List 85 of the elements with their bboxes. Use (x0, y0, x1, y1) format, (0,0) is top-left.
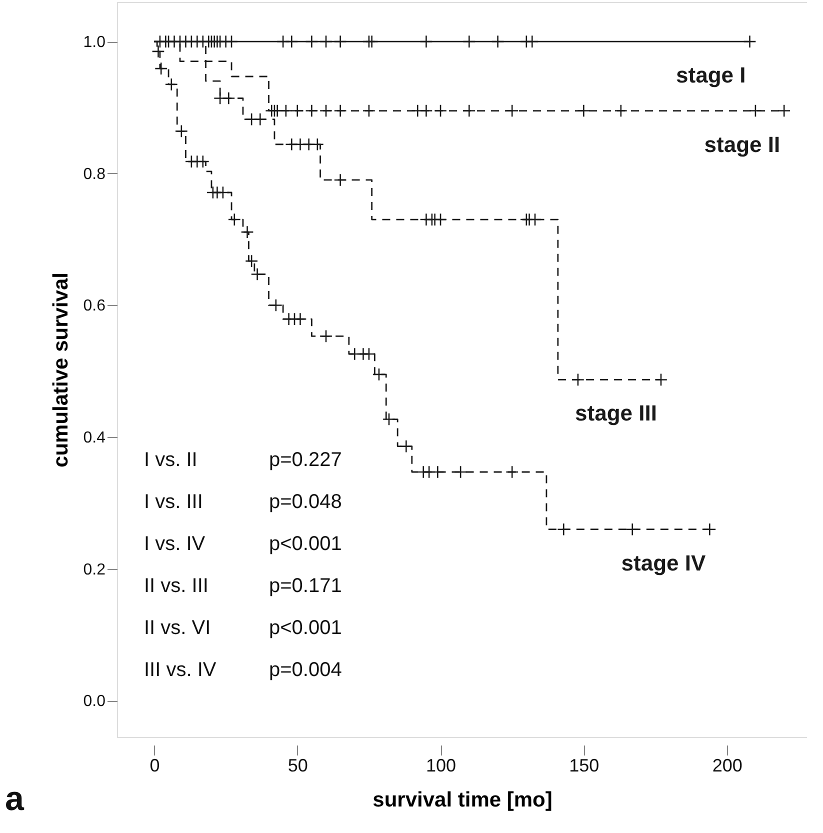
series-label: stage III (575, 400, 657, 426)
point (434, 104, 448, 118)
y-axis-title: cumulative survival (49, 272, 72, 468)
annotation: I vs. IV (144, 533, 206, 555)
point (528, 212, 542, 226)
point (305, 34, 318, 48)
y-tick-label: 1.0 (83, 34, 106, 52)
annotation: II vs. VI (144, 617, 211, 639)
point (228, 212, 241, 226)
point (778, 104, 791, 118)
point (557, 522, 570, 536)
point (743, 34, 756, 48)
point (334, 173, 347, 187)
point (254, 112, 267, 126)
point (285, 34, 298, 48)
point (152, 44, 165, 58)
point (462, 34, 476, 48)
annotation: p=0.004 (269, 659, 342, 681)
x-tick-label: 0 (150, 756, 160, 776)
x-axis-title: survival time [mo] (372, 788, 552, 812)
series-label: stage IV (621, 550, 706, 576)
point (279, 104, 292, 118)
point (310, 138, 324, 151)
point (577, 104, 590, 118)
x-tick-label: 50 (288, 756, 308, 776)
point (294, 312, 307, 326)
annotation: p<0.001 (269, 617, 342, 639)
point (703, 522, 716, 536)
point (506, 465, 519, 479)
point (626, 522, 639, 536)
point (196, 154, 210, 168)
series-label: stage II (704, 132, 780, 157)
point (290, 104, 304, 118)
point (571, 373, 585, 386)
x-tick-label: 200 (712, 756, 742, 776)
point (269, 298, 282, 312)
point (224, 34, 238, 48)
annotation: p<0.001 (269, 533, 342, 555)
point (382, 412, 396, 426)
point (319, 104, 333, 118)
point (431, 465, 444, 479)
x-tick-label: 100 (426, 756, 456, 776)
point (154, 62, 168, 76)
annotation: I vs. II (144, 449, 198, 471)
annotation: p=0.048 (269, 491, 342, 513)
point (222, 92, 236, 105)
y-tick-label: 0.2 (83, 561, 106, 578)
point (319, 34, 333, 48)
annotation: p=0.227 (269, 449, 342, 471)
y-tick-label: 0.4 (83, 430, 106, 447)
annotation: II vs. III (144, 575, 208, 597)
point (334, 104, 347, 118)
annotation: p=0.171 (269, 575, 342, 597)
point (654, 373, 668, 386)
annotation: III vs. IV (144, 659, 217, 681)
point (174, 124, 188, 138)
point (362, 347, 376, 361)
point (434, 212, 448, 226)
point (334, 34, 347, 48)
point (614, 104, 628, 118)
point (454, 465, 468, 479)
point (748, 104, 762, 118)
point (365, 34, 378, 48)
point (526, 34, 539, 48)
point (420, 34, 433, 48)
point (462, 104, 476, 118)
y-tick-label: 0.0 (83, 693, 106, 710)
y-tick-label: 0.6 (83, 298, 106, 315)
point (400, 440, 413, 453)
point (491, 34, 504, 48)
point (245, 254, 258, 268)
x-tick-label: 150 (569, 756, 600, 776)
series-label: stage I (676, 62, 746, 88)
point (506, 104, 519, 118)
point (216, 186, 230, 200)
annotation: I vs. III (144, 491, 203, 513)
text: a (5, 780, 25, 818)
y-tick-label: 0.8 (83, 166, 106, 183)
point (240, 225, 254, 239)
point (420, 104, 433, 118)
point (362, 104, 376, 118)
point (372, 368, 386, 382)
point (305, 104, 318, 118)
point (164, 78, 178, 91)
point (319, 330, 333, 343)
